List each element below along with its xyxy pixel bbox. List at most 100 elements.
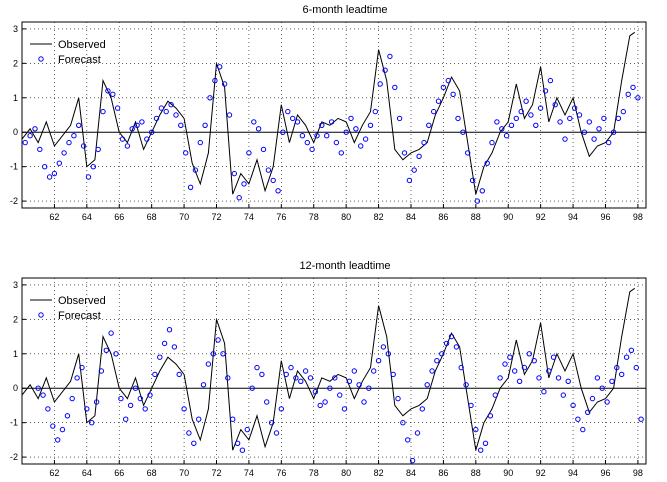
forecast-point (367, 122, 374, 129)
x-tick-label: 94 (568, 212, 578, 222)
x-tick-label: 66 (114, 212, 124, 222)
forecast-point (207, 95, 213, 101)
forecast-point (356, 382, 362, 388)
forecast-point (118, 395, 124, 402)
forecast-point (108, 330, 114, 336)
forecast-point (142, 406, 148, 412)
forecast-point (45, 406, 51, 412)
forecast-point (137, 395, 144, 402)
forecast-point (260, 146, 267, 153)
forecast-point (435, 98, 442, 104)
forecast-point (158, 105, 165, 111)
x-tick-label: 74 (244, 212, 254, 222)
plot-area (22, 22, 646, 208)
forecast-point (302, 368, 309, 374)
forecast-point (231, 170, 238, 177)
forecast-point (497, 375, 503, 381)
forecast-point (492, 392, 498, 398)
forecast-point (212, 77, 218, 84)
forecast-point (161, 340, 168, 347)
forecast-point (487, 413, 494, 419)
forecast-point (533, 122, 539, 129)
x-tick-label: 84 (406, 212, 416, 222)
plot-area (22, 278, 646, 464)
forecast-point (186, 430, 192, 436)
forecast-point (268, 420, 275, 426)
forecast-point (371, 368, 377, 374)
forecast-point (304, 139, 310, 146)
forecast-point (343, 129, 349, 135)
forecast-point (124, 143, 131, 149)
y-tick-label: -2 (10, 196, 18, 206)
forecast-point (171, 344, 178, 350)
x-tick-label: 80 (341, 212, 351, 222)
forecast-point (85, 174, 92, 180)
forecast-point (200, 382, 207, 388)
forecast-point (552, 102, 558, 108)
y-tick-label: 2 (13, 58, 18, 68)
forecast-point (625, 91, 631, 98)
forecast-point (385, 351, 391, 357)
forecast-point (205, 361, 212, 367)
forecast-point (400, 420, 406, 426)
forecast-point (484, 160, 490, 166)
x-tick-label: 78 (309, 468, 319, 478)
forecast-point (635, 95, 641, 101)
forecast-point (465, 150, 471, 156)
chart-title: 12-month leadtime (299, 260, 390, 272)
forecast-point (479, 188, 485, 194)
forecast-point (411, 167, 417, 173)
forecast-point (382, 67, 388, 73)
forecast-point (576, 112, 583, 118)
forecast-point (114, 105, 121, 111)
forecast-point (290, 115, 296, 122)
forecast-point (401, 150, 408, 156)
forecast-point (98, 368, 105, 374)
x-tick-label: 98 (633, 468, 643, 478)
legend-entry-forecast: Forecast (58, 54, 101, 66)
forecast-point (220, 351, 226, 357)
forecast-point (234, 440, 241, 446)
forecast-point (51, 170, 58, 177)
forecast-point (512, 368, 518, 374)
forecast-point (494, 119, 500, 125)
forecast-point (84, 406, 90, 412)
forecast-point (489, 139, 495, 146)
forecast-point (599, 385, 605, 391)
observed-line (21, 287, 635, 451)
forecast-point (249, 385, 255, 391)
forecast-point (221, 81, 228, 87)
forecast-point (56, 160, 62, 166)
forecast-point (215, 337, 221, 343)
legend: Observed Forecast (30, 295, 106, 322)
forecast-point (596, 126, 602, 132)
forecast-point (589, 395, 596, 402)
forecast-point (192, 167, 199, 173)
x-tick-label: 80 (341, 468, 351, 478)
forecast-point (69, 395, 75, 402)
forecast-point (585, 409, 591, 415)
x-tick-label: 64 (82, 468, 92, 478)
forecast-point (244, 426, 251, 433)
forecast-point (324, 133, 330, 139)
legend-entry-observed: Observed (58, 295, 106, 307)
x-tick-label: 84 (406, 468, 416, 478)
forecast-point (95, 146, 101, 153)
forecast-point (429, 368, 435, 374)
forecast-point (591, 136, 597, 142)
forecast-point (187, 184, 194, 191)
forecast-point (255, 126, 262, 132)
forecast-point (550, 354, 557, 360)
x-tick-label: 62 (49, 468, 59, 478)
forecast-point (473, 426, 479, 433)
forecast-point (575, 416, 581, 422)
forecast-point (541, 389, 547, 395)
x-tick-label: 74 (244, 468, 254, 478)
legend: Observed Forecast (30, 39, 106, 66)
forecast-point (460, 129, 466, 135)
forecast-point (293, 375, 299, 381)
forecast-point (196, 416, 202, 422)
forecast-point (273, 430, 280, 436)
forecast-point (149, 129, 155, 135)
forecast-point (166, 327, 173, 333)
